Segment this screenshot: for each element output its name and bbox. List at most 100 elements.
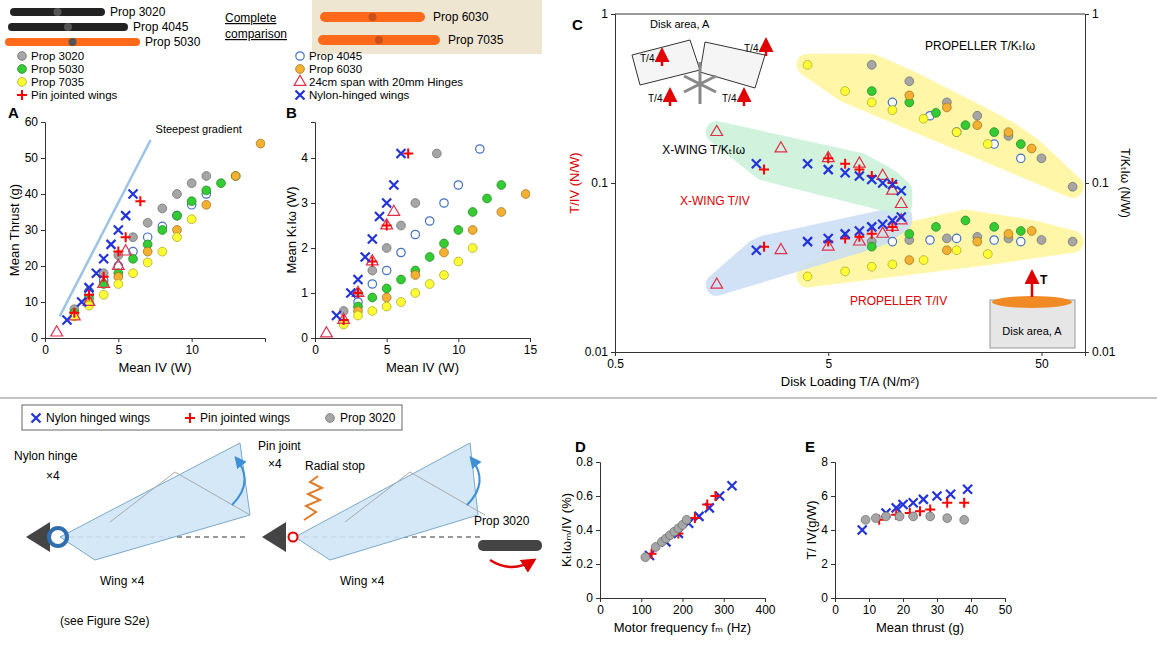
tick-label: 0 [31, 331, 38, 345]
tick-mark [41, 158, 45, 159]
data-point [129, 269, 138, 278]
tick-label: 15 [524, 343, 538, 357]
axis: 0510 [42, 338, 265, 357]
tick-label: 6 [821, 489, 828, 503]
tick-label: 0 [301, 331, 308, 345]
axis-line [616, 353, 1086, 357]
tick-label: 2 [821, 557, 828, 571]
data-point [641, 553, 650, 562]
axis-title: Mean KₜIω (W) [284, 187, 299, 274]
tick: 0 [832, 598, 839, 617]
data-point [51, 326, 63, 336]
motion-arrow [232, 458, 245, 505]
data-point [990, 236, 998, 244]
tick-label: 40 [965, 603, 979, 617]
axis: 01020304050 [832, 598, 1012, 617]
tick-mark [530, 338, 531, 342]
data-point [711, 125, 723, 135]
data-point [952, 234, 960, 242]
axis-line [611, 15, 616, 353]
axis-line [46, 339, 266, 343]
data-point [895, 197, 907, 207]
data-point [867, 87, 876, 96]
tick-mark [683, 598, 684, 602]
tick: 0.1 [1085, 176, 1109, 190]
data-point [187, 179, 196, 188]
tick: 0.2 [576, 557, 600, 571]
axis-line [1086, 15, 1090, 353]
tick-label: 0 [312, 343, 319, 357]
axis-title: Mean thrust (g) [876, 620, 964, 635]
propeller-inset: TDisk area, A [990, 272, 1075, 348]
tick-mark [311, 203, 315, 204]
data-point [440, 271, 449, 280]
panel-0: 05100102030405060Mean IV (W)Mean Thrust … [7, 104, 265, 375]
data-point [1027, 227, 1036, 236]
legend-entry: Prop 7035 [31, 76, 84, 88]
data-point [899, 500, 908, 509]
tick: 50 [1035, 352, 1049, 371]
data-point [711, 491, 721, 501]
data-point [483, 194, 492, 203]
tick-mark [831, 564, 835, 565]
data-point [888, 180, 897, 189]
data-point [173, 211, 181, 219]
legend-entry: Nylon hinged wings [46, 411, 150, 425]
data-point [63, 316, 72, 325]
prop-photo [8, 23, 128, 31]
data-point [112, 259, 124, 269]
data-point [217, 179, 226, 188]
tick-mark [611, 183, 615, 184]
tick-label: 1 [601, 7, 608, 21]
tick: 0.5 [607, 352, 624, 371]
data-point [99, 290, 108, 299]
photo-heading: Completecomparison [225, 11, 287, 41]
data-point [1004, 128, 1013, 137]
tick-mark [596, 530, 600, 531]
data-point [961, 121, 970, 130]
legend-entry: Prop 6030 [309, 63, 362, 75]
tick-label: 5 [384, 343, 391, 357]
panel-letter: C [572, 16, 583, 33]
tick-label: 0.1 [591, 176, 608, 190]
tick-label: 0.6 [576, 489, 593, 503]
data-point [990, 222, 999, 231]
force-label: T/4 [640, 53, 655, 64]
data-point [1068, 237, 1077, 246]
legend-marker [296, 91, 305, 100]
data-point [888, 260, 897, 269]
data-point [425, 280, 434, 289]
data-point [411, 230, 419, 238]
tick-label: 100 [632, 603, 652, 617]
data-point [867, 60, 876, 69]
tick-mark [903, 598, 904, 602]
tick-label: 1 [301, 286, 308, 300]
legend-box [22, 405, 402, 430]
data-point [411, 199, 420, 208]
data-point [497, 181, 506, 190]
data-point [382, 266, 390, 274]
panel-letter: D [575, 438, 586, 455]
tick-mark [118, 338, 119, 342]
tick: 1 [301, 286, 315, 300]
tick-mark [1005, 598, 1006, 602]
data-point [85, 283, 94, 292]
data-point [361, 253, 370, 262]
data-point [775, 142, 787, 152]
tick-mark [828, 352, 829, 356]
tick-label: 400 [755, 603, 775, 617]
diagram-label: ×4 [46, 469, 60, 483]
data-point [321, 327, 333, 337]
prop-hub [64, 23, 72, 31]
data-point [382, 302, 391, 311]
data-point [752, 159, 761, 168]
data-point [943, 514, 952, 523]
data-point [1037, 236, 1046, 245]
data-point [919, 256, 928, 265]
prop-disk [992, 296, 1072, 308]
motion-arrow [467, 458, 480, 505]
data-point [114, 280, 123, 289]
data-point [878, 220, 887, 229]
tick: 2 [821, 557, 835, 571]
data-point [952, 246, 961, 255]
